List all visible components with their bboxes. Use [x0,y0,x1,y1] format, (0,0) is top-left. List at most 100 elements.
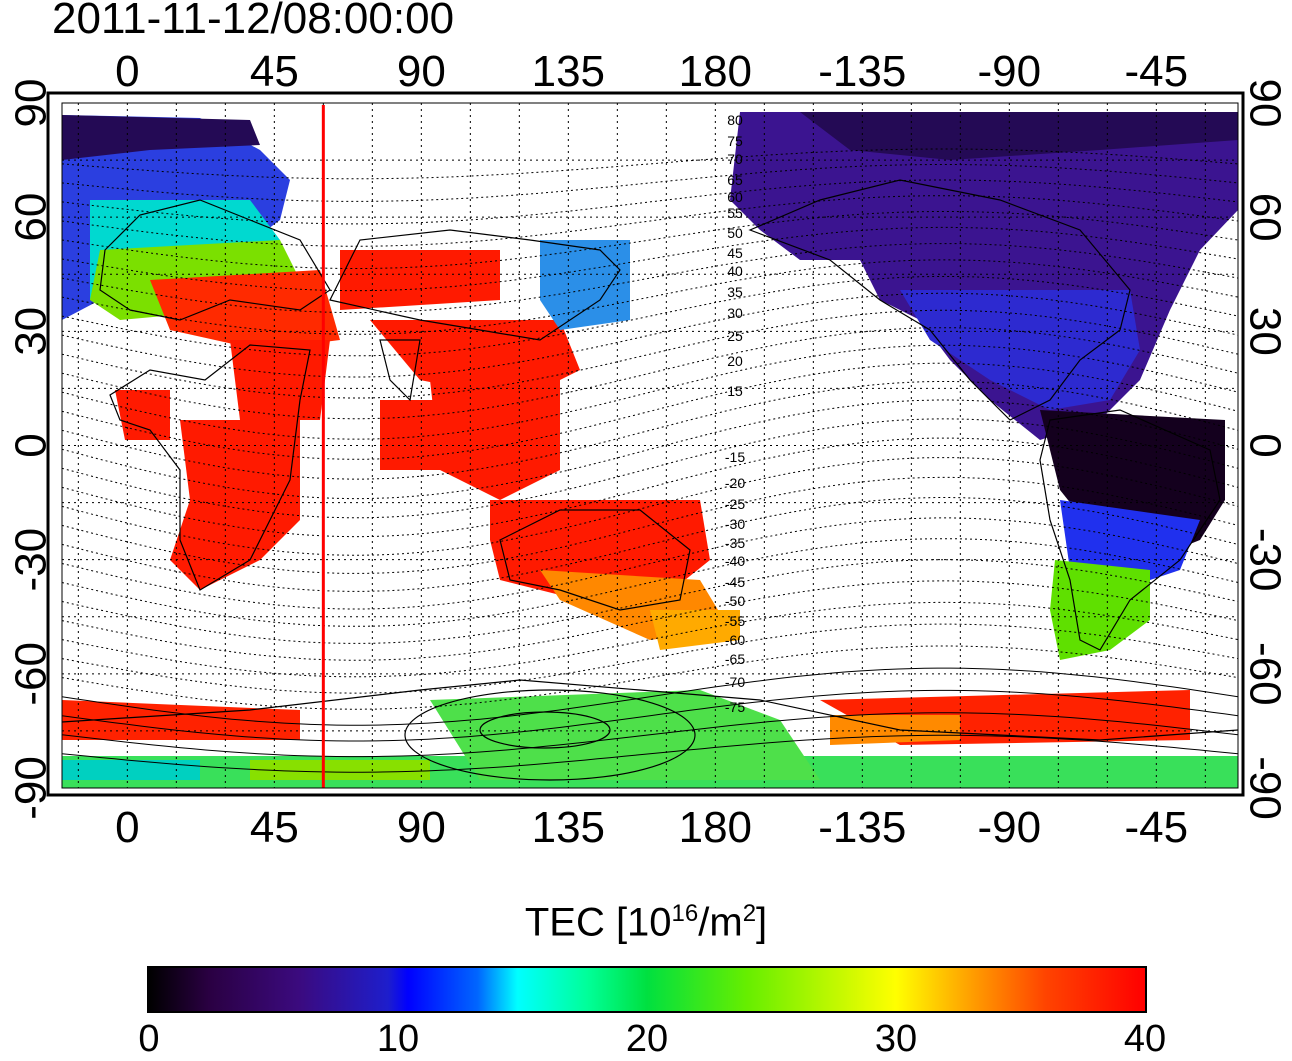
mag-lat-label: -50 [725,593,745,609]
lon-tick-bottom: 135 [532,803,605,852]
lat-tick-right: 60 [1240,193,1289,242]
lat-tick-right: 30 [1240,307,1289,356]
mag-contour [62,689,1238,742]
tec-patch-west-africa [115,390,170,440]
lon-tick-bottom: 90 [397,803,446,852]
mag-lat-label: 40 [727,263,743,279]
tec-patch-antarctica-cyan [62,760,200,780]
tec-patch-med [150,270,340,350]
mag-lat-label: 35 [727,284,743,300]
mag-lat-label: 65 [727,172,743,188]
lat-tick-left: 0 [7,433,56,457]
coast-north-america [748,179,1131,421]
lat-tick-left: -30 [7,528,56,592]
mag-contour [62,399,1238,500]
mag-lat-label: 30 [727,305,743,321]
mag-lat-label: 25 [727,328,743,344]
magnetic-latitude-contours [62,148,1238,781]
lat-tick-right: -90 [1240,756,1289,820]
lon-tick-top: 0 [115,47,139,96]
lon-tick-bottom: 0 [115,803,139,852]
mag-contour [62,309,1238,399]
mag-lat-label: -15 [725,449,745,465]
tec-data-layer [62,112,1238,788]
tec-patch-japan [540,240,630,330]
lon-tick-bottom: -45 [1125,803,1189,852]
mag-lat-label: 70 [727,151,743,167]
mag-contour [62,179,1238,225]
coast-asia [329,229,621,341]
mag-lat-label: -25 [725,496,745,512]
mag-contour [62,195,1238,247]
coast-south-america [1039,409,1221,651]
lon-tick-top: -90 [978,47,1042,96]
plot-frame [46,91,1245,797]
mag-lat-label: 20 [727,353,743,369]
colorbar-tick-label: 20 [625,1018,669,1060]
mag-contour [62,712,1238,758]
mag-contour [62,164,1238,202]
mag-contour [62,381,1238,480]
mag-contour [62,645,1238,710]
tec-patch-west-antarctic [62,700,300,740]
mag-pole-contour-outer [404,689,696,781]
mag-contour [62,292,1238,378]
mag-lat-label: -40 [725,553,745,569]
lon-tick-top: -135 [818,47,906,96]
mag-lat-label: -20 [725,475,745,491]
tec-patch-africa-north [230,340,330,420]
lat-tick-left: 60 [7,193,56,242]
mag-lat-label: -55 [725,613,745,629]
mag-lat-label: -75 [725,699,745,715]
coastlines [62,179,1238,741]
mag-contour [62,226,1238,292]
lat-tick-right: -30 [1240,528,1289,592]
mag-pole-contour-inner [479,711,611,749]
tec-map: 0 45 90 135 180 -135 -90 -45 0 45 90 135 180 -135 -90 -… [7,47,1290,852]
lon-tick-bottom: -135 [818,803,906,852]
colorbar-tick-label: 30 [874,1018,918,1060]
mag-contour [62,276,1238,357]
plot-inner-frame [61,102,1239,789]
coast-europe [99,199,331,321]
lat-tick-right: 0 [1240,433,1289,457]
mag-contour [62,327,1238,420]
lon-tick-top: 180 [679,47,752,96]
mag-contour [62,476,1238,574]
mag-contour [62,497,1238,592]
mag-lat-label: -65 [725,651,745,667]
lat-tick-right: -60 [1240,642,1289,706]
mag-lat-label: 50 [727,225,743,241]
lon-tick-top: 90 [397,47,446,96]
colorbar-tick-label: 10 [376,1018,420,1060]
mag-contour [62,344,1238,440]
lon-tick-bottom: 45 [250,803,299,852]
mag-contour [62,734,1238,773]
mag-lat-label: 75 [727,133,743,149]
lat-tick-left: 30 [7,307,56,356]
mag-lat-label: 60 [727,189,743,205]
mag-contour [62,437,1238,538]
mag-lat-label: -30 [725,516,745,532]
mag-contour [62,667,1238,726]
colorbar-title: TEC [1016/m2] [524,900,768,945]
tec-patch-india-ocean [380,400,440,470]
figure-title: 2011-11-12/08:00:00 [52,0,455,43]
tec-patch-arctic [800,112,1238,160]
tec-patch-us [900,290,1140,410]
coast-antarctica [62,679,1238,741]
colorbar-tick-label: 0 [138,1018,160,1060]
tec-patch-south-america-green [1050,560,1150,660]
tec-patch-nz [650,610,740,650]
coast-africa [109,344,311,591]
tec-patch-north-america [730,112,1238,440]
tec-patch-central-asia [340,250,500,310]
mag-contour [62,538,1238,627]
lat-tick-left: 90 [7,79,56,128]
mag-lat-label: -70 [725,674,745,690]
mag-contour [62,559,1238,644]
mag-contour [62,580,1238,661]
lon-tick-bottom: -90 [978,803,1042,852]
lat-tick-left: -90 [7,756,56,820]
